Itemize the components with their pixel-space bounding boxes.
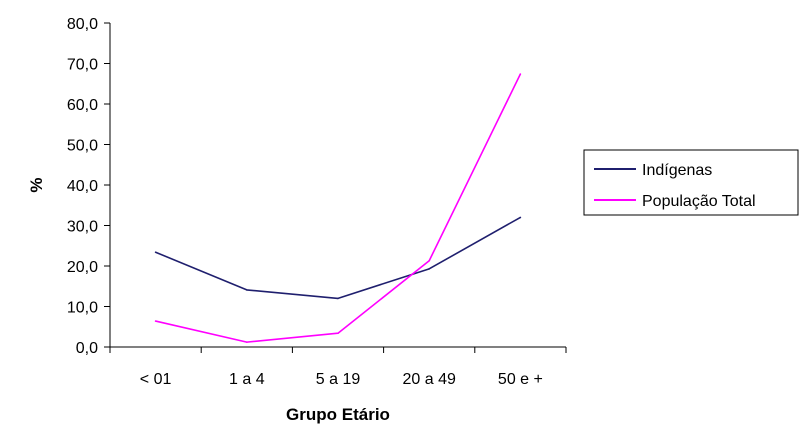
y-tick-label: 50,0 xyxy=(67,138,98,155)
x-tick-label: 5 a 19 xyxy=(316,371,361,388)
data-point xyxy=(154,320,157,322)
x-axis: < 01 1 a 4 5 a 19 20 a 49 50 e + xyxy=(109,346,567,388)
y-tick-label: 30,0 xyxy=(67,219,98,236)
series-lines xyxy=(154,73,522,343)
x-tick-label: 1 a 4 xyxy=(229,371,265,388)
y-tick-label: 70,0 xyxy=(67,57,98,74)
data-point xyxy=(154,251,157,254)
data-point xyxy=(246,341,248,343)
y-tick-label: 80,0 xyxy=(67,16,98,33)
series-line-1 xyxy=(155,73,522,343)
series-line-0 xyxy=(155,216,521,300)
y-tick-label: 0,0 xyxy=(76,340,98,357)
x-axis-title: Grupo Etário xyxy=(286,405,390,424)
data-point xyxy=(428,259,431,262)
data-point xyxy=(246,289,248,291)
data-point xyxy=(519,216,522,219)
x-tick-label: 20 a 49 xyxy=(403,371,456,388)
y-tick-label: 40,0 xyxy=(67,178,98,195)
x-tick-label: 50 e + xyxy=(498,371,543,388)
y-tick-label: 20,0 xyxy=(67,259,98,276)
data-point xyxy=(337,297,339,300)
legend: Indígenas População Total xyxy=(583,149,799,216)
y-tick-label: 10,0 xyxy=(67,300,98,317)
y-axis: 0,0 10,0 20,0 30,0 40,0 50,0 60,0 70,0 80,0 xyxy=(67,16,111,357)
data-point xyxy=(428,268,431,270)
y-axis-title: % xyxy=(27,177,46,192)
data-point xyxy=(337,332,339,335)
legend-label-indigenas: Indígenas xyxy=(642,162,712,179)
data-point xyxy=(519,73,522,75)
legend-box xyxy=(583,149,799,216)
y-tick-label: 60,0 xyxy=(67,97,98,114)
legend-label-populacao-total: População Total xyxy=(642,193,756,210)
x-tick-label: < 01 xyxy=(140,371,172,388)
